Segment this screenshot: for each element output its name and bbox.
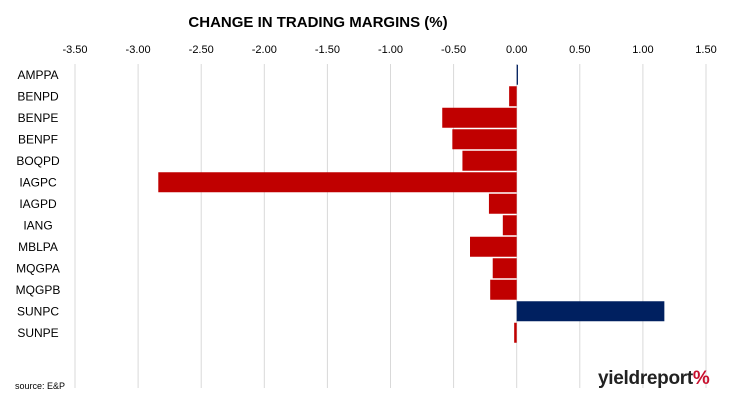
category-label: IAGPC — [19, 175, 57, 189]
category-label: IAGPD — [19, 197, 57, 211]
x-tick-label: -3.00 — [126, 44, 151, 56]
bar-iagpc — [158, 172, 517, 193]
x-tick-label: -2.00 — [252, 44, 277, 56]
bar-amppa — [516, 64, 518, 85]
category-label: AMPPA — [17, 68, 58, 82]
bar-sunpc — [516, 301, 665, 322]
category-labels: AMPPA BENPD BENPE BENPF BOQPD IAGPC IAGPD IANG M… — [16, 68, 61, 340]
category-label: SUNPC — [17, 304, 59, 318]
x-tick-label: 0.50 — [569, 44, 590, 56]
bar-benpe — [442, 107, 517, 128]
x-tick-label: -0.50 — [441, 44, 466, 56]
category-label: MBLPA — [18, 240, 58, 254]
x-tick-label: 1.00 — [632, 44, 653, 56]
bar-mqgpb — [490, 279, 517, 300]
bar-iang — [502, 215, 517, 236]
x-tick-label: -1.50 — [315, 44, 340, 56]
bar-mblpa — [470, 236, 517, 257]
category-label: IANG — [23, 218, 52, 232]
bar-sunpe — [514, 322, 517, 343]
x-tick-label: -3.50 — [62, 44, 87, 56]
x-axis-ticks: -3.50 -3.00 -2.50 -2.00 -1.50 -1.00 -0.50 0.00 0… — [62, 44, 716, 56]
x-tick-label: 1.50 — [695, 44, 716, 56]
bar-mqgpa — [492, 258, 517, 279]
chart-title: CHANGE IN TRADING MARGINS (%) — [188, 14, 447, 31]
bar-benpf — [452, 129, 517, 150]
category-label: BENPD — [17, 89, 59, 103]
x-tick-label: -1.00 — [378, 44, 403, 56]
category-label: BENPF — [18, 132, 58, 146]
source-note: source: E&P — [15, 381, 66, 391]
bar-boqpd — [462, 150, 517, 171]
logo-yield: yield — [598, 368, 640, 389]
x-tick-label: 0.00 — [506, 44, 527, 56]
category-label: SUNPE — [17, 326, 58, 340]
category-label: BOQPD — [16, 154, 60, 168]
logo-percent: % — [692, 368, 710, 389]
bar-iagpd — [488, 193, 517, 214]
category-label: MQGPA — [16, 261, 60, 275]
bars — [158, 64, 665, 343]
x-tick-label: -2.50 — [189, 44, 214, 56]
gridlines — [74, 64, 707, 388]
category-label: MQGPB — [16, 283, 61, 297]
logo-report: report — [639, 368, 693, 389]
bar-benpd — [509, 86, 517, 107]
yieldreport-logo: yieldreport% — [598, 368, 710, 390]
category-label: BENPE — [18, 111, 59, 125]
